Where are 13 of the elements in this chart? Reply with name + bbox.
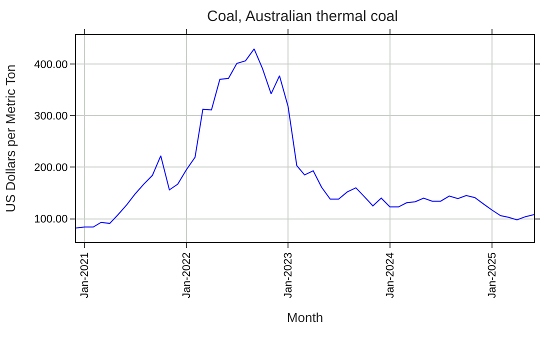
y-tick-label: 400.00 — [34, 58, 68, 71]
y-axis-title: US Dollars per Metric Ton — [3, 64, 18, 212]
line-series — [76, 48, 534, 229]
x-tick-label: Jan-2025 — [486, 252, 498, 298]
y-tick-label: 300.00 — [34, 110, 68, 122]
y-tick-label: 100.00 — [34, 214, 68, 226]
x-tick-label: Jan-2022 — [180, 252, 193, 298]
x-tick-label: Jan-2021 — [79, 252, 92, 298]
chart-title: Coal, Australian thermal coal — [207, 8, 398, 25]
x-tick-label: Jan-2024 — [384, 252, 396, 298]
x-tick-label: Jan-2023 — [282, 252, 295, 298]
x-axis-title: Month — [286, 310, 324, 325]
y-tick-label: 200.00 — [34, 162, 68, 174]
